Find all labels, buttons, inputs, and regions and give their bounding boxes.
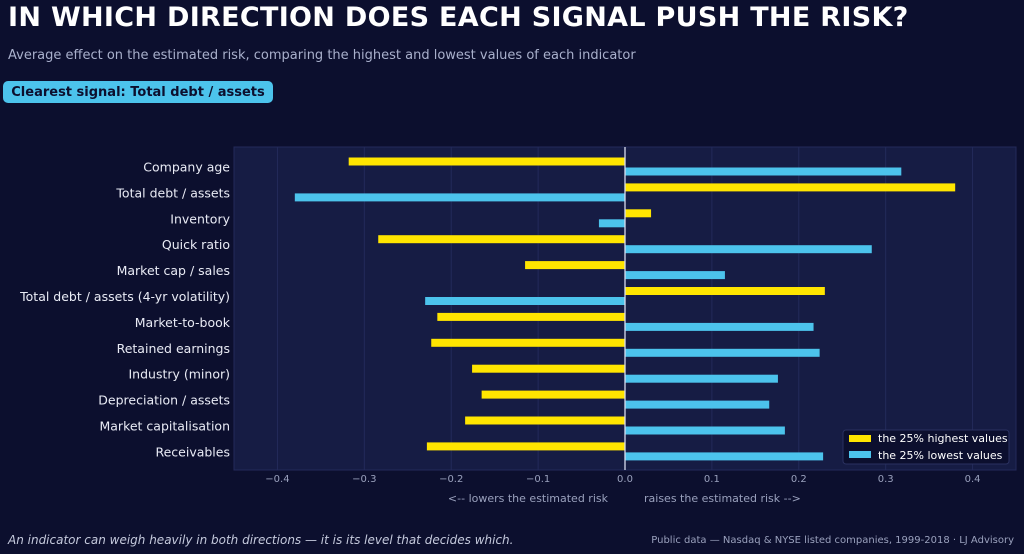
x-axis-label-left: <-- lowers the estimated risk [448, 492, 609, 505]
bar-high-values [525, 261, 625, 270]
bar-low-values [625, 245, 872, 254]
bar-high-values [472, 364, 625, 373]
footer-note: An indicator can weigh heavily in both d… [8, 533, 514, 547]
bar-high-values [437, 312, 625, 321]
legend: the 25% highest values the 25% lowest va… [842, 429, 1010, 465]
category-label: Retained earnings [117, 341, 230, 356]
bar-low-values [625, 400, 770, 409]
x-tick-label: −0.2 [439, 474, 463, 485]
bars [294, 157, 956, 461]
bar-high-values [481, 390, 625, 399]
category-label: Total debt / assets (4-yr volatility) [19, 289, 230, 304]
bar-low-values [294, 193, 625, 202]
bar-high-values [348, 157, 625, 166]
page-title: IN WHICH DIRECTION DOES EACH SIGNAL PUSH… [8, 2, 909, 33]
category-label: Quick ratio [162, 237, 230, 252]
highlight-badge: Clearest signal: Total debt / assets [3, 81, 273, 103]
category-label: Market-to-book [135, 315, 231, 330]
category-label: Market cap / sales [117, 263, 230, 278]
bar-high-values [465, 416, 625, 425]
x-tick-label: 0.0 [617, 474, 633, 485]
bar-high-values [625, 209, 652, 218]
bar-high-values [625, 287, 825, 295]
category-label: Company age [143, 160, 230, 175]
page-subtitle: Average effect on the estimated risk, co… [8, 48, 636, 63]
bar-high-values [378, 235, 625, 244]
bar-low-values [625, 348, 820, 357]
legend-label-high: the 25% highest values [878, 432, 1008, 445]
category-label: Market capitalisation [99, 419, 230, 434]
x-tick-label: 0.3 [878, 474, 894, 485]
x-tick-label: −0.4 [265, 474, 289, 485]
bar-low-values [625, 426, 785, 435]
bar-low-values [625, 374, 778, 383]
bar-low-values [625, 271, 725, 280]
category-labels: Company age Total debt / assets Inventory Q… [19, 160, 231, 460]
x-tick-labels: −0.4 −0.3 −0.2 −0.1 0.0 0.1 0.2 0.3 0.4 [265, 474, 980, 485]
bar-high-values [625, 183, 956, 192]
bar-low-values [625, 452, 824, 461]
x-tick-label: −0.1 [526, 474, 550, 485]
legend-swatch-low [849, 451, 871, 458]
bar-low-values [625, 322, 814, 331]
bar-high-values [426, 442, 625, 451]
x-tick-label: 0.2 [791, 474, 807, 485]
bar-low-values [598, 219, 625, 228]
x-tick-label: 0.4 [965, 474, 981, 485]
category-label: Inventory [170, 211, 230, 226]
bar-high-values [431, 338, 625, 347]
x-tick-label: 0.1 [704, 474, 720, 485]
footer-source: Public data — Nasdaq & NYSE listed compa… [651, 535, 1014, 546]
bar-low-values [625, 167, 902, 176]
category-label: Industry (minor) [128, 367, 230, 382]
legend-swatch-high [849, 435, 871, 442]
category-label: Total debt / assets [115, 185, 230, 200]
category-label: Receivables [155, 444, 230, 459]
bar-low-values [425, 297, 625, 305]
legend-box [842, 429, 1010, 465]
legend-label-low: the 25% lowest values [878, 449, 1003, 462]
x-tick-label: −0.3 [352, 474, 376, 485]
category-label: Depreciation / assets [98, 393, 230, 408]
x-axis-label-right: raises the estimated risk --> [644, 492, 801, 505]
